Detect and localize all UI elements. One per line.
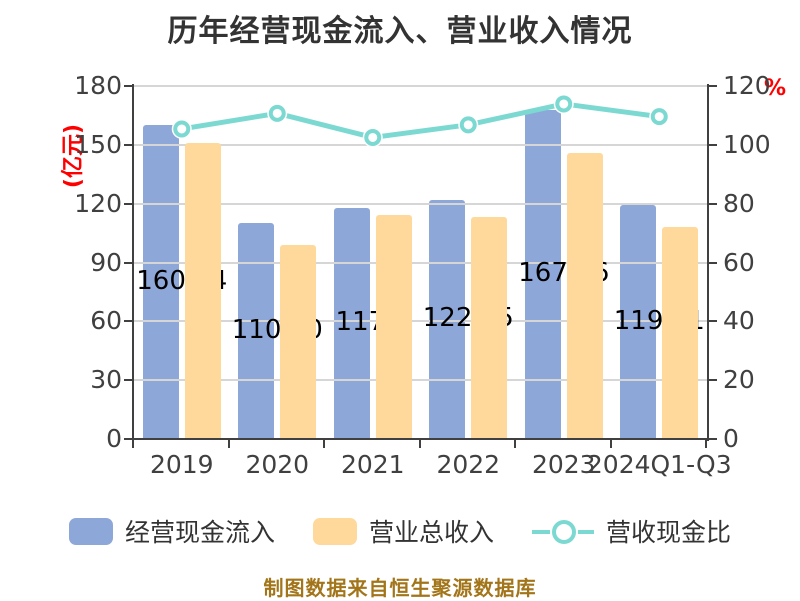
right-axis-tick-80 [709, 202, 717, 205]
x-axis-label-2020: 2020 [245, 450, 310, 479]
left-axis-tick-30 [124, 379, 132, 382]
right-axis-tick-label-100: 100 [723, 129, 771, 159]
cash-inflow-swatch-icon [68, 517, 113, 545]
cash-ratio-point-2021[interactable] [364, 128, 382, 146]
chart-title: 历年经营现金流入、营业收入情况 [167, 14, 633, 49]
legend: 经营现金流入 营业总收入 营收现金比 [0, 513, 800, 549]
legend-label-cash-inflow: 经营现金流入 [124, 518, 275, 547]
cash-inflow-bar-2020[interactable] [238, 222, 275, 439]
x-axis-tick-2 [323, 439, 325, 448]
total-revenue-bar-2023[interactable] [566, 152, 603, 439]
left-axis-tick-60 [124, 320, 132, 323]
total-revenue-bar-2019[interactable] [184, 142, 221, 439]
x-axis-label-2024Q1-Q3: 2024Q1-Q3 [586, 450, 732, 479]
gridline-90 [134, 261, 707, 264]
left-axis-tick-label-120: 120 [74, 188, 122, 218]
right-axis-tick-0 [709, 438, 717, 440]
cash-inflow-bar-2023[interactable] [524, 109, 561, 439]
right-axis-tick-label-60: 60 [723, 247, 755, 277]
left-axis-tick-90 [124, 261, 132, 264]
x-axis-label-2022: 2022 [436, 450, 501, 479]
legend-label-total-revenue: 营业总收入 [368, 518, 494, 547]
right-axis-tick-20 [709, 379, 717, 382]
cash-ratio-point-2020[interactable] [268, 104, 286, 122]
gridline-120 [134, 202, 707, 205]
total-revenue-bar-2020[interactable] [280, 244, 317, 439]
legend-label-cash-ratio: 营收现金比 [606, 518, 732, 547]
cash-inflow-bar-2021[interactable] [333, 207, 370, 439]
gridline-150 [134, 143, 707, 146]
left-axis-tick-label-30: 30 [90, 365, 122, 395]
right-axis-line [707, 84, 709, 441]
data-source-note: 制图数据来自恒生聚源数据库 [263, 576, 537, 600]
left-axis-tick-label-90: 90 [90, 247, 122, 277]
cash-ratio-point-2024Q1-Q3[interactable] [650, 108, 668, 126]
cash-ratio-point-2019[interactable] [173, 120, 191, 138]
x-axis-label-2019: 2019 [149, 450, 214, 479]
legend-item-total-revenue[interactable]: 营业总收入 [312, 513, 494, 549]
right-axis-tick-label-120: 120 [723, 71, 771, 100]
right-axis-tick-40 [709, 320, 717, 323]
left-axis-tick-0 [124, 438, 132, 440]
left-axis-tick-label-0: 0 [106, 424, 122, 453]
x-axis-line [132, 438, 709, 440]
left-axis-tick-150 [124, 143, 132, 146]
x-axis-tick-4 [514, 439, 516, 448]
gridline-60 [134, 320, 707, 323]
gridline-30 [134, 379, 707, 382]
x-axis-tick-0 [132, 439, 134, 448]
right-axis-tick-label-20: 20 [723, 365, 755, 395]
right-axis-tick-100 [709, 143, 717, 146]
left-axis-tick-label-60: 60 [90, 306, 122, 336]
total-revenue-bar-2021[interactable] [375, 215, 412, 439]
cash-inflow-bar-2019[interactable] [142, 124, 179, 439]
left-axis-line [132, 84, 134, 441]
x-axis-tick-6 [705, 439, 707, 448]
left-axis-tick-label-150: 150 [74, 129, 122, 159]
right-axis-unit-label: % [764, 76, 787, 101]
right-axis-tick-label-40: 40 [723, 306, 755, 336]
cash-ratio-point-2022[interactable] [459, 116, 477, 134]
gridline-180 [134, 85, 707, 87]
left-axis-tick-label-180: 180 [74, 71, 122, 100]
cash-ratio-point-2023[interactable] [555, 95, 573, 113]
right-axis-tick-label-0: 0 [723, 424, 739, 453]
right-axis-tick-label-80: 80 [723, 188, 755, 218]
total-revenue-swatch-icon [312, 517, 357, 545]
total-revenue-bar-2024Q1-Q3[interactable] [662, 227, 699, 439]
legend-item-cash-inflow[interactable]: 经营现金流入 [68, 513, 275, 549]
left-axis-tick-180 [124, 85, 132, 87]
left-axis-tick-120 [124, 202, 132, 205]
legend-item-cash-ratio[interactable]: 营收现金比 [532, 513, 731, 549]
cash-inflow-bar-2022[interactable] [429, 199, 466, 439]
x-axis-tick-5 [609, 439, 612, 448]
x-axis-label-2021: 2021 [340, 450, 405, 479]
x-axis-label-2023: 2023 [531, 450, 596, 479]
cash-ratio-line-marker-icon [532, 518, 594, 545]
x-axis-tick-3 [418, 439, 421, 448]
total-revenue-bar-2022[interactable] [471, 217, 508, 439]
right-axis-tick-60 [709, 261, 717, 264]
x-axis-tick-1 [227, 439, 230, 448]
right-axis-tick-120 [709, 85, 717, 87]
